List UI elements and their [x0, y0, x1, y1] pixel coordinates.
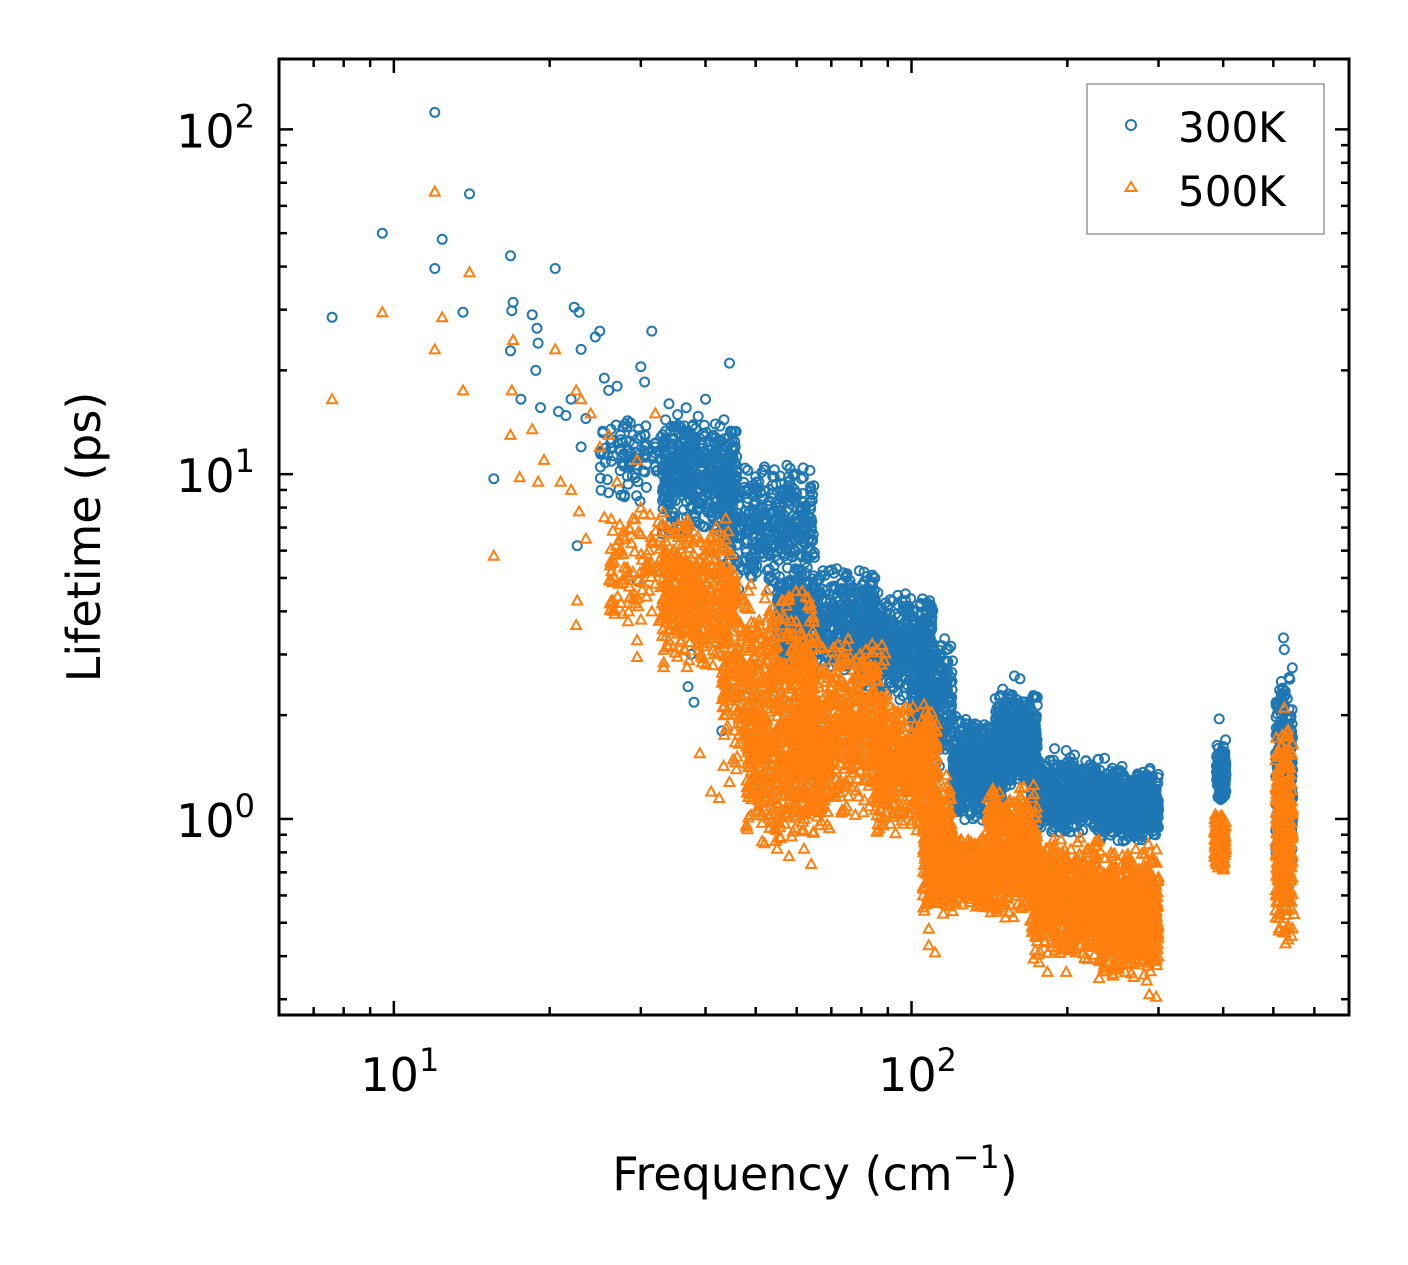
data-point-300K — [697, 439, 709, 451]
data-point-300K — [639, 451, 651, 463]
data-point-300K — [640, 481, 652, 493]
series-layer — [325, 106, 1301, 1002]
data-point-300K — [633, 423, 645, 435]
data-point-300K — [639, 429, 651, 440]
data-point-300K — [658, 492, 669, 504]
data-point-300K — [599, 457, 611, 468]
data-point-300K — [595, 447, 606, 459]
data-point-300K — [619, 489, 631, 501]
data-point-300K — [595, 484, 607, 496]
data-point-300K — [605, 455, 617, 467]
data-point-300K — [630, 468, 641, 480]
data-point-300K — [624, 417, 636, 429]
data-point-300K — [684, 453, 696, 465]
data-point-300K — [672, 409, 684, 421]
data-point-300K — [607, 450, 619, 462]
data-point-300K — [697, 428, 709, 440]
data-point-300K — [601, 474, 613, 486]
data-point-300K — [614, 465, 626, 477]
data-point-300K — [659, 435, 671, 447]
data-point-300K — [631, 490, 643, 502]
data-point-300K — [709, 418, 721, 430]
data-point-300K — [594, 472, 606, 484]
data-point-300K — [613, 444, 625, 456]
data-point-300K — [692, 410, 704, 422]
data-point-300K — [660, 414, 672, 426]
data-point-300K — [622, 478, 634, 490]
data-point-300K — [729, 426, 741, 438]
data-point-300K — [680, 402, 692, 414]
